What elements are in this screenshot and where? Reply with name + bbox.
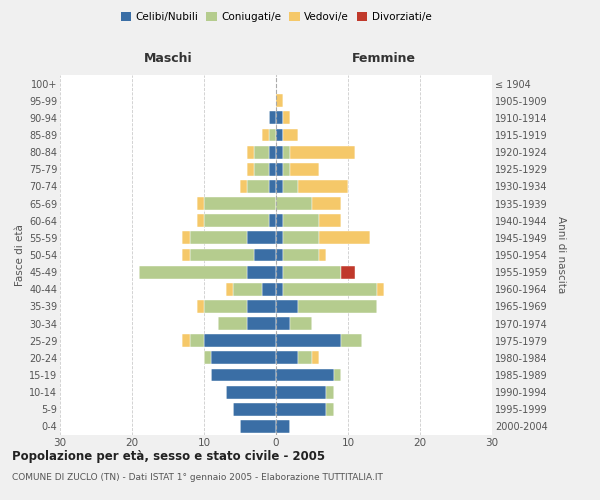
Bar bbox=[254, 146, 269, 158]
Bar bbox=[226, 283, 233, 296]
Bar bbox=[283, 283, 377, 296]
Bar bbox=[326, 386, 334, 398]
Bar bbox=[283, 146, 290, 158]
Bar bbox=[290, 317, 312, 330]
Bar bbox=[276, 368, 334, 382]
Text: Popolazione per età, sesso e stato civile - 2005: Popolazione per età, sesso e stato civil… bbox=[12, 450, 325, 463]
Bar bbox=[341, 334, 362, 347]
Bar bbox=[211, 352, 276, 364]
Bar bbox=[298, 180, 348, 193]
Bar bbox=[240, 180, 247, 193]
Bar bbox=[283, 128, 298, 141]
Bar bbox=[319, 248, 326, 262]
Bar bbox=[276, 146, 283, 158]
Bar bbox=[197, 214, 204, 227]
Bar bbox=[233, 283, 262, 296]
Bar bbox=[247, 146, 254, 158]
Bar bbox=[276, 232, 283, 244]
Bar bbox=[204, 197, 276, 210]
Bar bbox=[283, 266, 341, 278]
Bar bbox=[139, 266, 247, 278]
Bar bbox=[204, 352, 211, 364]
Bar bbox=[276, 300, 298, 313]
Bar bbox=[240, 420, 276, 433]
Bar bbox=[290, 163, 319, 175]
Bar bbox=[211, 368, 276, 382]
Bar bbox=[334, 368, 341, 382]
Bar bbox=[276, 197, 312, 210]
Bar bbox=[269, 128, 276, 141]
Y-axis label: Fasce di età: Fasce di età bbox=[14, 224, 25, 286]
Bar bbox=[182, 232, 190, 244]
Y-axis label: Anni di nascita: Anni di nascita bbox=[556, 216, 566, 294]
Bar bbox=[312, 197, 341, 210]
Bar bbox=[247, 266, 276, 278]
Bar bbox=[276, 94, 283, 107]
Text: Maschi: Maschi bbox=[143, 52, 193, 65]
Bar bbox=[276, 352, 298, 364]
Bar bbox=[276, 128, 283, 141]
Text: Femmine: Femmine bbox=[352, 52, 416, 65]
Bar bbox=[247, 300, 276, 313]
Bar bbox=[298, 300, 377, 313]
Bar bbox=[283, 232, 319, 244]
Bar bbox=[204, 334, 276, 347]
Bar bbox=[326, 403, 334, 415]
Bar bbox=[247, 232, 276, 244]
Bar bbox=[276, 420, 290, 433]
Bar bbox=[197, 197, 204, 210]
Bar bbox=[276, 266, 283, 278]
Bar bbox=[247, 317, 276, 330]
Bar bbox=[319, 232, 370, 244]
Legend: Celibi/Nubili, Coniugati/e, Vedovi/e, Divorziati/e: Celibi/Nubili, Coniugati/e, Vedovi/e, Di… bbox=[116, 8, 436, 26]
Bar bbox=[290, 146, 355, 158]
Bar bbox=[218, 317, 247, 330]
Bar bbox=[377, 283, 384, 296]
Bar bbox=[276, 248, 283, 262]
Bar bbox=[182, 334, 190, 347]
Bar bbox=[276, 317, 290, 330]
Bar bbox=[197, 300, 204, 313]
Bar bbox=[298, 352, 312, 364]
Bar bbox=[276, 403, 326, 415]
Bar bbox=[182, 248, 190, 262]
Bar bbox=[269, 112, 276, 124]
Bar bbox=[276, 386, 326, 398]
Bar bbox=[276, 163, 283, 175]
Bar bbox=[247, 180, 269, 193]
Bar bbox=[283, 248, 319, 262]
Bar bbox=[204, 214, 269, 227]
Bar bbox=[276, 334, 341, 347]
Bar bbox=[254, 163, 269, 175]
Bar bbox=[247, 163, 254, 175]
Bar bbox=[283, 214, 319, 227]
Bar bbox=[269, 180, 276, 193]
Bar bbox=[341, 266, 355, 278]
Bar bbox=[319, 214, 341, 227]
Bar bbox=[262, 283, 276, 296]
Bar bbox=[283, 180, 298, 193]
Bar bbox=[276, 180, 283, 193]
Bar bbox=[276, 112, 283, 124]
Bar bbox=[190, 334, 204, 347]
Bar bbox=[269, 146, 276, 158]
Bar bbox=[312, 352, 319, 364]
Bar bbox=[226, 386, 276, 398]
Bar bbox=[233, 403, 276, 415]
Bar bbox=[254, 248, 276, 262]
Bar bbox=[204, 300, 247, 313]
Text: COMUNE DI ZUCLO (TN) - Dati ISTAT 1° gennaio 2005 - Elaborazione TUTTITALIA.IT: COMUNE DI ZUCLO (TN) - Dati ISTAT 1° gen… bbox=[12, 472, 383, 482]
Bar bbox=[190, 248, 254, 262]
Bar bbox=[283, 163, 290, 175]
Bar bbox=[269, 163, 276, 175]
Bar bbox=[190, 232, 247, 244]
Bar bbox=[262, 128, 269, 141]
Bar bbox=[276, 214, 283, 227]
Bar bbox=[269, 214, 276, 227]
Bar bbox=[276, 283, 283, 296]
Bar bbox=[283, 112, 290, 124]
